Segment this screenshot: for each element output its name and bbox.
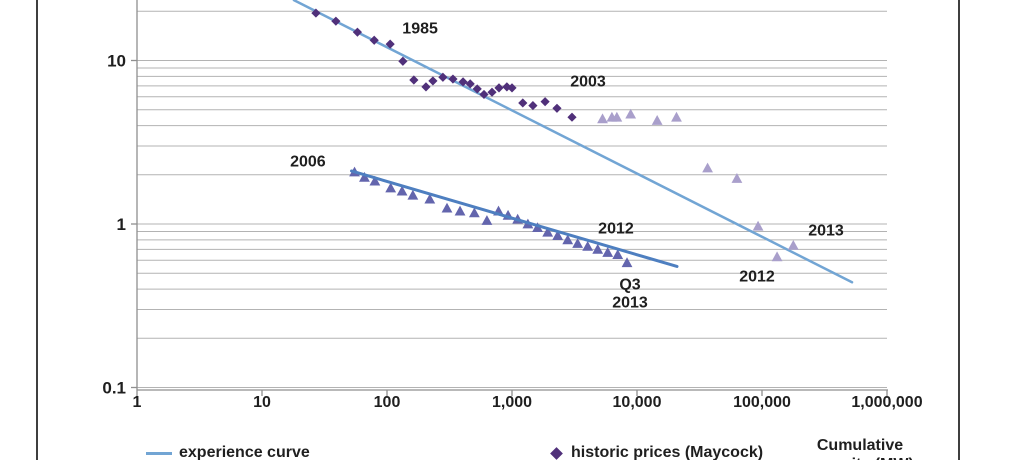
data-point-triangle [731,173,743,183]
data-point-diamond [479,89,489,100]
x-axis-title-line1: Cumulative [816,437,904,454]
x-tick-label: 100 [374,394,401,411]
legend-item-historic-prices: historic prices (Maycock) [550,444,763,460]
data-point-triangle [552,230,564,240]
chart-legend: experience curve historic prices (Maycoc… [0,444,1022,460]
page-frame-right [958,0,960,460]
legend-item-experience-curve: experience curve [146,444,310,460]
data-point-diamond [369,35,379,45]
data-point-triangle [468,207,480,218]
x-axis-title: Cumulative capacity (MW) [796,436,924,460]
x-tick-label: 10,000 [613,394,662,411]
data-point-triangle [597,113,608,124]
data-point-diamond [398,56,408,66]
annotation-q3-2013: Q3 2013 [612,277,648,312]
data-point-diamond [487,87,497,97]
data-point-diamond [311,8,321,18]
data-point-triangle [542,226,554,237]
x-tick-label: 10 [253,394,271,411]
legend-label-experience-curve: experience curve [179,444,310,460]
x-axis-title-line2: capacity (MW) [796,455,924,460]
annotation-2006: 2006 [290,153,326,170]
legend-diamond-marker-icon [550,446,563,460]
data-point-diamond [507,83,517,93]
data-point-triangle [621,257,633,268]
data-point-diamond [465,79,475,89]
x-tick-label: 1,000 [492,394,532,411]
y-tick-label: 1 [117,215,126,234]
data-point-triangle [359,171,370,182]
data-point-diamond [552,103,562,113]
data-point-triangle [752,220,764,231]
data-point-diamond [502,82,512,92]
page-frame-left [36,0,38,460]
data-point-diamond [352,27,363,37]
data-point-triangle [407,189,419,200]
annotation-2012-right: 2012 [739,269,775,286]
data-point-triangle [572,238,584,248]
data-point-diamond [331,16,341,26]
data-point-triangle [671,111,682,122]
data-point-triangle [702,162,713,173]
legend-line-marker-icon [146,451,172,455]
data-point-triangle [385,182,397,193]
data-point-triangle [396,185,408,196]
data-point-triangle [369,175,381,186]
data-point-triangle [602,247,614,257]
data-point-diamond [528,100,538,111]
data-point-diamond [494,83,504,93]
legend-label-historic-prices: historic prices (Maycock) [571,444,764,460]
annotation-2013-right: 2013 [808,222,844,239]
data-point-triangle [454,205,466,216]
annotation-2003: 2003 [570,73,606,90]
data-point-diamond [458,77,468,87]
data-point-diamond [428,76,438,86]
data-point-triangle [612,249,624,259]
data-point-triangle [532,222,543,233]
y-tick-label: 0.1 [102,379,126,398]
lower-trend-line [350,169,679,268]
data-point-triangle [592,243,604,254]
data-point-diamond [385,39,395,49]
x-tick-label: 1 [133,394,142,411]
data-point-diamond [448,74,458,84]
data-point-diamond [409,75,419,85]
data-point-triangle [562,234,574,245]
data-point-triangle [441,202,453,213]
data-point-triangle [625,108,637,119]
data-point-triangle [582,240,594,251]
data-point-diamond [472,84,482,94]
data-point-diamond [438,72,448,82]
data-point-diamond [540,97,550,107]
data-point-triangle [481,215,493,225]
data-point-diamond [421,82,431,92]
data-point-diamond [518,98,528,108]
data-point-diamond [567,112,577,122]
data-point-triangle [651,115,663,125]
data-point-triangle [424,193,436,204]
data-point-triangle [611,111,623,122]
x-tick-label: 1,000,000 [851,394,922,411]
annotation-1985: 1985 [402,21,438,38]
data-point-triangle [787,239,799,250]
data-point-triangle [771,251,783,262]
x-tick-label: 100,000 [733,394,791,411]
experience-curve-line [292,0,854,284]
y-tick-label: 10 [107,52,126,71]
annotation-2012-lower: 2012 [598,221,634,238]
